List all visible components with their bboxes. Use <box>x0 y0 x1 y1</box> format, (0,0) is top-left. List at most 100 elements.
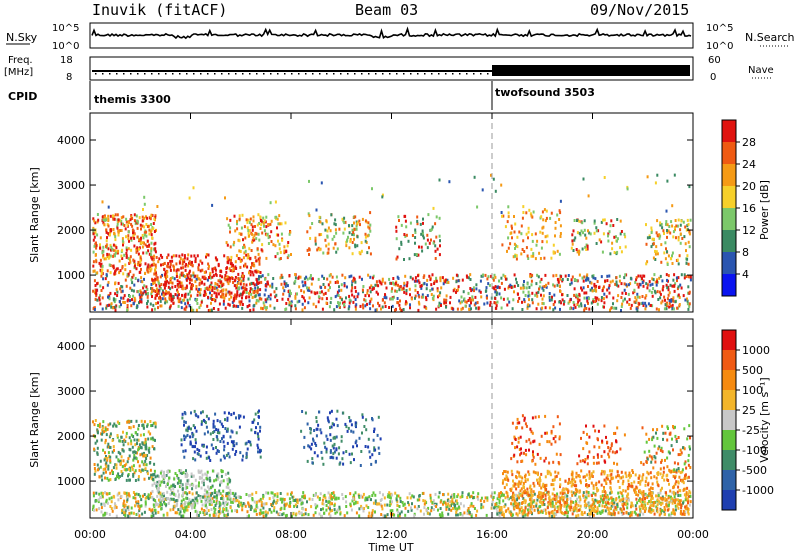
range-cell <box>317 300 320 304</box>
range-cell <box>257 435 260 438</box>
range-cell <box>146 305 149 309</box>
range-cell <box>578 273 581 277</box>
range-cell <box>545 283 547 287</box>
range-cell <box>457 285 460 289</box>
range-cell <box>184 505 187 509</box>
range-cell <box>152 477 154 481</box>
range-cell <box>368 495 371 499</box>
range-cell <box>100 274 103 278</box>
range-cell <box>332 491 335 495</box>
range-cell <box>329 514 332 518</box>
range-cell <box>451 497 454 501</box>
range-cell <box>110 305 113 309</box>
range-cell <box>226 427 229 431</box>
range-cell <box>422 491 425 495</box>
range-cell <box>115 514 118 518</box>
range-cell <box>354 286 357 290</box>
range-cell <box>127 298 130 302</box>
range-cell <box>159 471 162 475</box>
range-cell <box>183 260 186 264</box>
range-cell <box>407 501 410 505</box>
freq-unit: [MHz] <box>4 67 33 78</box>
range-cell <box>530 499 533 503</box>
range-cell <box>95 288 98 292</box>
range-cell <box>273 494 276 498</box>
range-cell <box>228 267 231 271</box>
range-cell <box>556 505 559 509</box>
range-cell <box>665 307 668 311</box>
range-cell <box>177 293 180 297</box>
range-cell <box>149 468 152 472</box>
range-cell <box>613 504 616 508</box>
range-cell <box>258 415 260 419</box>
range-cell <box>425 296 427 300</box>
range-cell <box>152 247 155 251</box>
range-cell <box>173 277 176 281</box>
range-cell <box>234 265 237 269</box>
range-cell <box>556 249 559 253</box>
range-cell <box>600 240 603 244</box>
range-cell <box>128 258 131 262</box>
range-cell <box>107 247 110 251</box>
range-cell <box>143 225 146 229</box>
range-cell <box>248 247 251 251</box>
range-cell <box>139 470 142 474</box>
range-cell <box>308 296 311 300</box>
range-cell <box>237 287 240 291</box>
range-cell <box>210 508 213 511</box>
range-cell <box>367 514 370 518</box>
range-cell <box>180 499 183 503</box>
range-cell <box>683 276 686 280</box>
range-cell <box>122 300 125 304</box>
range-cell <box>225 506 228 510</box>
range-cell <box>461 306 464 310</box>
range-cell <box>173 500 176 504</box>
range-cell <box>334 497 337 501</box>
range-cell <box>670 298 673 302</box>
range-cell <box>422 276 425 279</box>
range-cell <box>142 291 145 295</box>
range-cell <box>214 256 217 260</box>
range-cell <box>639 500 642 503</box>
range-cell <box>515 281 518 285</box>
range-cell <box>146 470 149 474</box>
range-cell <box>127 474 129 478</box>
range-cell <box>427 213 430 217</box>
nave-dot <box>403 73 405 75</box>
range-cell <box>98 422 101 426</box>
range-cell <box>506 303 509 307</box>
range-cell <box>226 258 229 262</box>
range-cell <box>329 229 332 233</box>
range-cell <box>591 286 593 290</box>
range-cell <box>532 500 535 504</box>
range-cell <box>140 298 143 302</box>
range-cell <box>660 222 663 226</box>
range-cell <box>143 202 146 206</box>
range-cell <box>242 502 245 505</box>
range-cell <box>104 511 107 515</box>
range-cell <box>232 263 234 267</box>
range-cell <box>229 245 232 249</box>
range-cell <box>623 288 626 292</box>
range-cell <box>453 505 456 509</box>
range-cell <box>455 499 458 503</box>
range-cell <box>571 239 574 243</box>
range-cell <box>511 285 514 289</box>
range-cell <box>260 500 263 504</box>
range-cell <box>117 230 120 234</box>
range-cell <box>370 498 372 502</box>
range-cell <box>556 283 559 287</box>
range-cell <box>570 281 573 285</box>
range-cell <box>423 502 426 506</box>
range-cell <box>504 503 507 507</box>
range-cell <box>593 221 596 225</box>
range-cell <box>655 505 658 509</box>
range-cell <box>119 439 122 443</box>
range-cell <box>283 282 286 286</box>
range-cell <box>339 301 342 305</box>
range-cell <box>446 498 449 502</box>
range-cell <box>541 210 544 214</box>
range-cell <box>241 508 244 512</box>
range-cell <box>254 412 257 416</box>
range-cell <box>287 504 290 508</box>
